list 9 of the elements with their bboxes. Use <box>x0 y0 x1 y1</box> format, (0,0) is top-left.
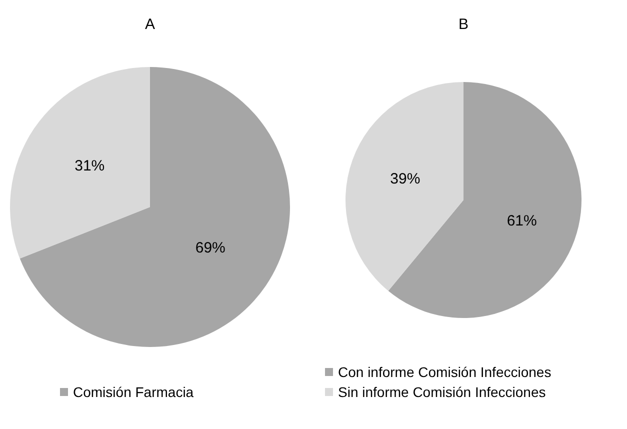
data-label: 31% <box>74 157 105 174</box>
legend-label: Comisión Farmacia <box>73 384 194 400</box>
chart-title: B <box>458 16 469 33</box>
data-label: 69% <box>195 240 226 257</box>
legend-label: Sin informe Comisión Infecciones <box>338 384 546 400</box>
legend-label: Con informe Comisión Infecciones <box>338 364 552 380</box>
chart-title: A <box>144 16 156 33</box>
data-label: 39% <box>390 170 420 188</box>
data-label: 61% <box>506 212 537 230</box>
